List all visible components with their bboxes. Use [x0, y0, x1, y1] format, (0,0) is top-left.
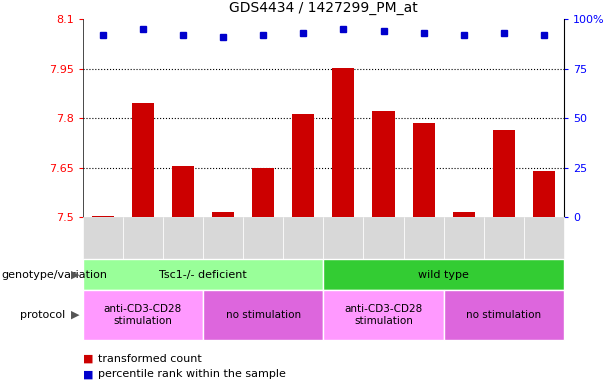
Text: ■: ■: [83, 369, 93, 379]
Text: Tsc1-/- deficient: Tsc1-/- deficient: [159, 270, 247, 280]
Bar: [533, 172, 555, 217]
Bar: [373, 111, 395, 217]
Text: anti-CD3-CD28
stimulation: anti-CD3-CD28 stimulation: [345, 304, 422, 326]
Text: percentile rank within the sample: percentile rank within the sample: [98, 369, 286, 379]
Text: ▶: ▶: [71, 310, 80, 320]
Bar: [332, 68, 354, 217]
Bar: [252, 168, 274, 217]
Bar: [132, 103, 154, 217]
Bar: [172, 166, 194, 217]
Text: anti-CD3-CD28
stimulation: anti-CD3-CD28 stimulation: [104, 304, 182, 326]
Text: transformed count: transformed count: [98, 354, 202, 364]
Bar: [452, 212, 474, 217]
Bar: [292, 114, 314, 217]
Text: no stimulation: no stimulation: [226, 310, 301, 320]
Text: ■: ■: [83, 354, 93, 364]
Text: genotype/variation: genotype/variation: [1, 270, 107, 280]
Text: protocol: protocol: [20, 310, 65, 320]
Bar: [493, 130, 515, 217]
Text: no stimulation: no stimulation: [466, 310, 541, 320]
Bar: [92, 216, 114, 217]
Text: ▶: ▶: [71, 270, 80, 280]
Text: wild type: wild type: [418, 270, 469, 280]
Bar: [212, 212, 234, 217]
Bar: [413, 123, 435, 217]
Title: GDS4434 / 1427299_PM_at: GDS4434 / 1427299_PM_at: [229, 2, 417, 15]
